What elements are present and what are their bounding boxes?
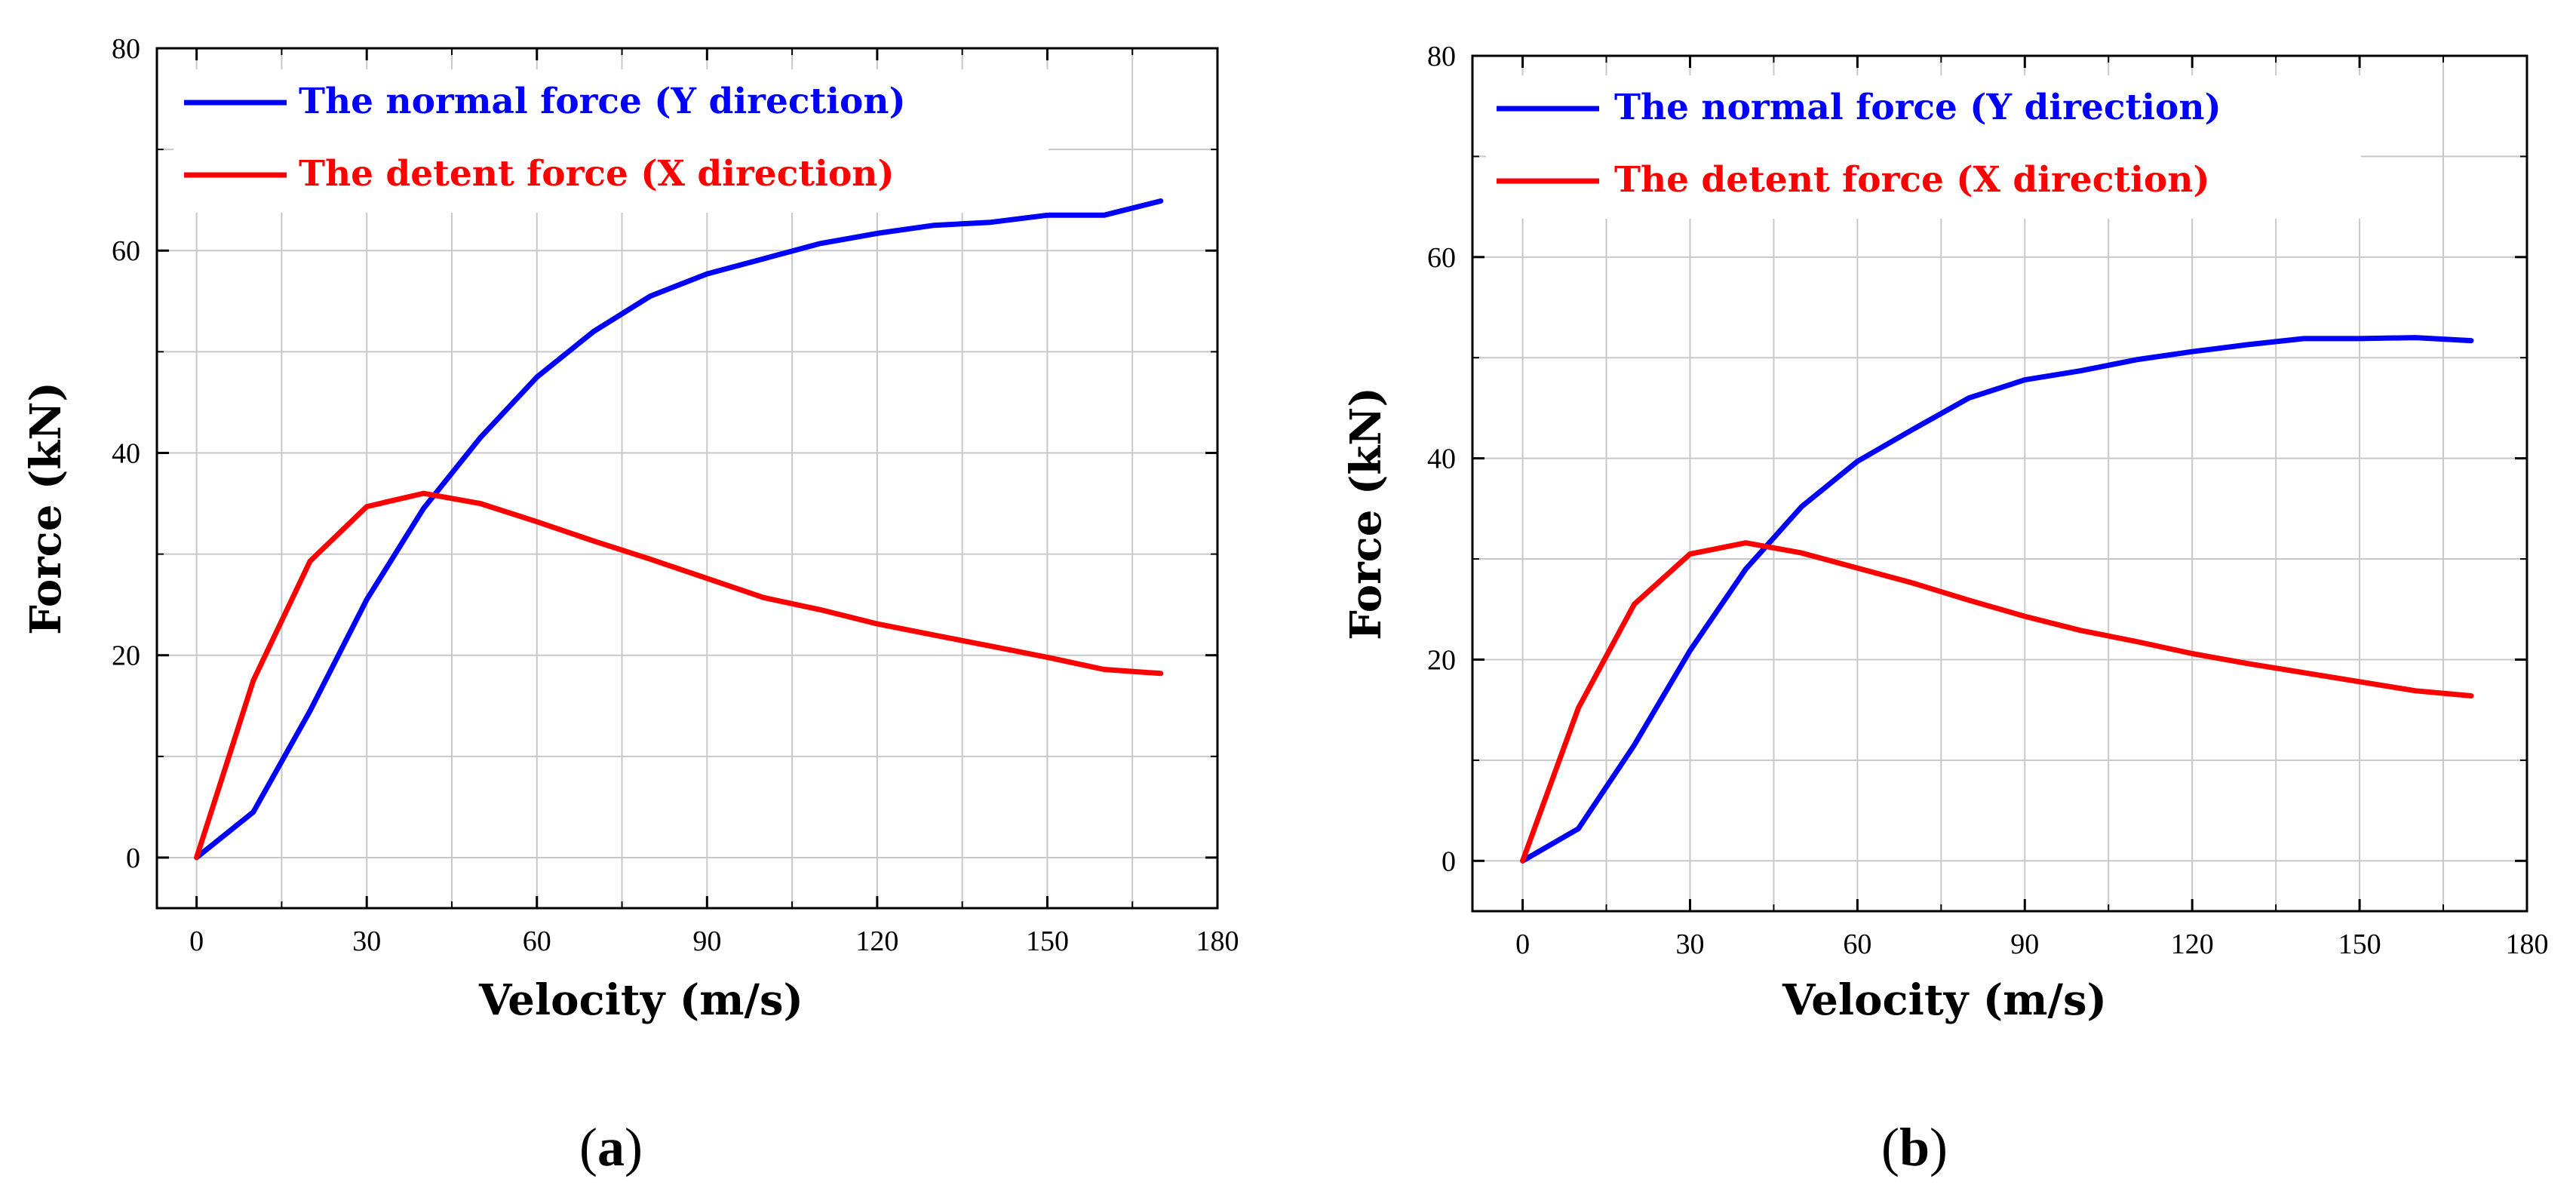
chart-panel-a: 0 30 60 90 120 150 180 0 20 40 60 80 Velocity (m/s) F… xyxy=(21,33,1239,1177)
normal-force-line xyxy=(1520,335,2474,864)
x-axis-label: Velocity (m/s) xyxy=(1782,975,2107,1025)
y-tick-label: 40 xyxy=(1427,444,1456,475)
chart-panel-b: 0 30 60 90 120 150 180 0 20 40 60 80 Velocity (m/s) F… xyxy=(1341,41,2549,1177)
plot-frame xyxy=(1471,54,2528,913)
plot-frame xyxy=(155,47,1219,910)
x-tick-label: 60 xyxy=(1843,929,1871,960)
panel-label: (b) xyxy=(1881,1117,1948,1177)
panel-label-close: ) xyxy=(1930,1117,1948,1177)
legend: The normal force (Y direction) The detent… xyxy=(173,69,1049,213)
legend-background xyxy=(1486,75,2361,219)
x-tick-label: 0 xyxy=(1515,929,1530,960)
y-tick-label: 60 xyxy=(112,235,140,267)
y-tick-label: 0 xyxy=(1442,846,1456,877)
legend: The normal force (Y direction) The detent… xyxy=(1486,75,2361,219)
panel-label: (a) xyxy=(579,1117,643,1177)
x-tick-label: 150 xyxy=(2338,929,2381,960)
x-tick-label: 60 xyxy=(523,925,551,957)
y-tick-label: 40 xyxy=(112,437,140,469)
legend-label-normal: The normal force (Y direction) xyxy=(299,81,906,122)
y-tick-label: 0 xyxy=(126,843,140,874)
y-axis-label: Force (kN) xyxy=(21,382,71,635)
x-tick-label: 120 xyxy=(855,925,898,957)
y-tick-label: 80 xyxy=(1427,41,1456,72)
x-tick-label: 150 xyxy=(1026,925,1069,957)
y-tick-label: 20 xyxy=(1427,644,1456,676)
detent-force-line xyxy=(1520,540,2474,864)
x-tick-label: 90 xyxy=(2010,929,2039,960)
y-tick-label: 80 xyxy=(112,33,140,65)
tick-marks xyxy=(157,47,1219,908)
detent-force-line xyxy=(194,490,1164,861)
panel-label-open: ( xyxy=(1881,1117,1899,1177)
legend-background xyxy=(173,69,1049,213)
legend-label-detent: The detent force (X direction) xyxy=(1614,159,2210,201)
x-tick-label: 180 xyxy=(1196,925,1239,957)
y-tick-label: 20 xyxy=(112,640,140,672)
x-tick-label: 30 xyxy=(1675,929,1704,960)
panel-label-close: ) xyxy=(625,1117,643,1177)
x-tick-label: 180 xyxy=(2506,929,2549,960)
x-tick-label: 30 xyxy=(352,925,381,957)
tick-marks xyxy=(1472,54,2528,911)
legend-label-detent: The detent force (X direction) xyxy=(299,153,895,195)
legend-label-normal: The normal force (Y direction) xyxy=(1614,87,2221,128)
x-tick-label: 0 xyxy=(189,925,204,957)
panel-label-letter: b xyxy=(1899,1117,1930,1177)
panel-label-open: ( xyxy=(579,1117,597,1177)
y-tick-label: 60 xyxy=(1427,242,1456,274)
y-axis-label: Force (kN) xyxy=(1341,387,1391,640)
x-tick-label: 90 xyxy=(692,925,721,957)
x-tick-label: 120 xyxy=(2171,929,2214,960)
x-axis-label: Velocity (m/s) xyxy=(478,975,803,1025)
panel-label-letter: a xyxy=(597,1117,625,1177)
normal-force-line xyxy=(194,198,1164,861)
